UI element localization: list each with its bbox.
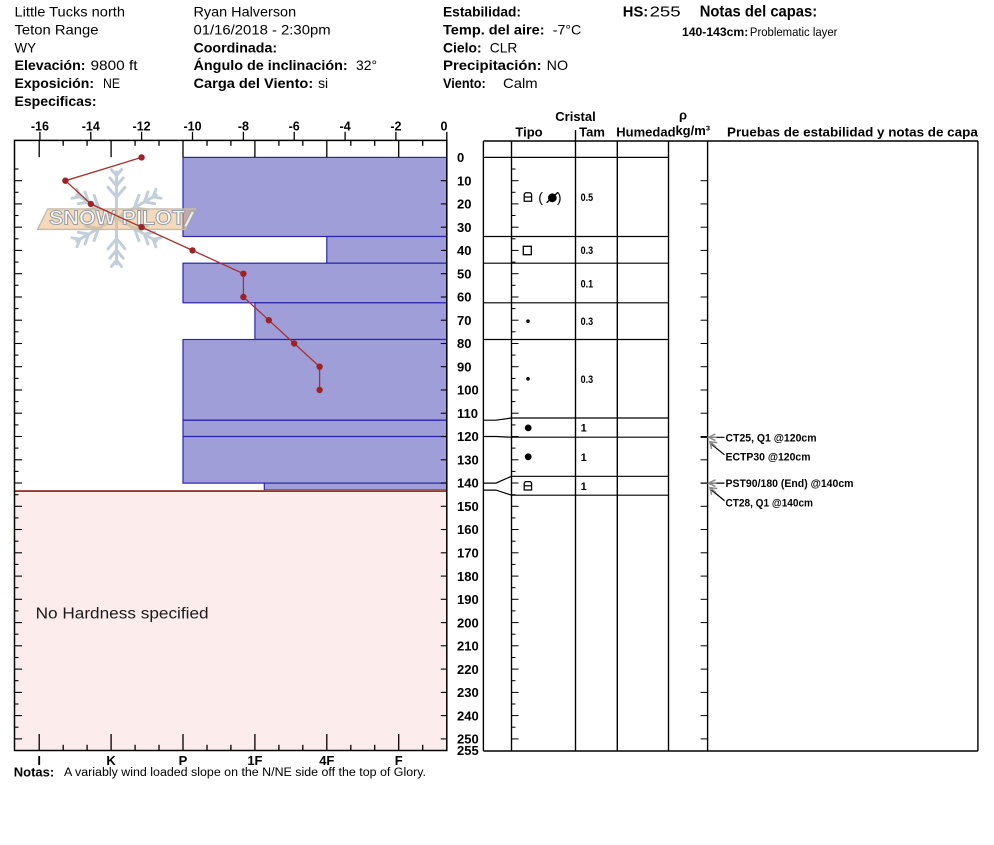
svg-text:si: si <box>318 75 328 91</box>
svg-text:250: 250 <box>457 732 479 747</box>
svg-text:-7°C: -7°C <box>553 21 582 37</box>
svg-text:-2: -2 <box>390 120 401 134</box>
svg-text:0.3: 0.3 <box>581 374 594 386</box>
svg-text:Tipo: Tipo <box>515 124 542 139</box>
svg-text:100: 100 <box>457 383 479 398</box>
svg-text:80: 80 <box>457 336 471 351</box>
svg-text:220: 220 <box>457 662 479 677</box>
svg-text:Humedad: Humedad <box>616 124 675 139</box>
svg-text:ECTP30 @120cm: ECTP30 @120cm <box>726 452 811 464</box>
svg-text:40: 40 <box>457 243 471 258</box>
svg-text:-16: -16 <box>31 120 49 134</box>
svg-text:HS:: HS: <box>623 4 648 21</box>
svg-text:Calm: Calm <box>503 75 538 91</box>
svg-text:Cielo:: Cielo: <box>443 39 482 55</box>
svg-text:I: I <box>37 753 41 768</box>
svg-text:70: 70 <box>457 313 471 328</box>
svg-text:Elevación:: Elevación: <box>15 57 86 73</box>
svg-text:190: 190 <box>457 592 479 607</box>
svg-text:-12: -12 <box>133 120 151 134</box>
svg-text:Estabilidad:: Estabilidad: <box>443 4 521 20</box>
svg-text:Carga del Viento:: Carga del Viento: <box>194 75 314 91</box>
svg-text:kg/m³: kg/m³ <box>675 123 710 138</box>
svg-text:PST90/180 (End) @140cm: PST90/180 (End) @140cm <box>726 478 854 490</box>
svg-text:10: 10 <box>457 173 471 188</box>
svg-text:Coordinada:: Coordinada: <box>194 39 278 55</box>
svg-text:P: P <box>179 753 188 768</box>
svg-text:0.3: 0.3 <box>581 316 594 328</box>
svg-text:140: 140 <box>457 476 479 491</box>
svg-text:20: 20 <box>457 197 471 212</box>
svg-text:200: 200 <box>457 615 479 630</box>
svg-text:90: 90 <box>457 359 471 374</box>
svg-text:1: 1 <box>581 423 587 435</box>
svg-text:30: 30 <box>457 220 471 235</box>
svg-text:-6: -6 <box>289 120 300 134</box>
svg-text:A variably wind loaded slope o: A variably wind loaded slope on the N/NE… <box>64 767 426 779</box>
svg-text:0: 0 <box>441 120 448 134</box>
svg-text:150: 150 <box>457 499 479 514</box>
svg-text:210: 210 <box>457 639 479 654</box>
svg-text:1: 1 <box>581 452 587 464</box>
svg-text:-10: -10 <box>183 120 201 134</box>
svg-text:110: 110 <box>457 406 478 421</box>
svg-text:NE: NE <box>103 75 120 91</box>
svg-text:): ) <box>557 189 562 205</box>
svg-text:240: 240 <box>457 708 479 723</box>
svg-text:9800 ft: 9800 ft <box>91 57 138 73</box>
svg-text:CLR: CLR <box>490 39 518 55</box>
svg-text:255: 255 <box>650 4 681 21</box>
svg-text:Cristal: Cristal <box>555 109 595 124</box>
svg-text:0.5: 0.5 <box>581 192 594 204</box>
svg-text:160: 160 <box>457 522 479 537</box>
svg-text:120: 120 <box>457 429 479 444</box>
svg-text:SNOW PILOT: SNOW PILOT <box>49 207 185 230</box>
svg-text:NO: NO <box>547 57 569 73</box>
svg-text:Exposición:: Exposición: <box>15 75 95 91</box>
svg-text:0: 0 <box>457 150 464 165</box>
svg-text:Notas del capas:: Notas del capas: <box>700 4 818 21</box>
svg-text:Viento:: Viento: <box>443 75 486 91</box>
svg-text:255: 255 <box>457 743 479 758</box>
svg-text:CT25, Q1 @120cm: CT25, Q1 @120cm <box>726 432 817 444</box>
svg-text:130: 130 <box>457 453 479 468</box>
svg-text:0.1: 0.1 <box>581 278 594 290</box>
svg-text:Ángulo de inclinación:: Ángulo de inclinación: <box>194 57 348 73</box>
svg-text:Especificas:: Especificas: <box>15 93 97 109</box>
svg-text:-4: -4 <box>340 120 351 134</box>
svg-text:No Hardness specified: No Hardness specified <box>36 605 209 622</box>
svg-text:-14: -14 <box>82 120 100 134</box>
svg-text:CT28, Q1 @140cm: CT28, Q1 @140cm <box>726 497 814 509</box>
svg-text:Tam: Tam <box>579 124 605 139</box>
svg-text:230: 230 <box>457 685 479 700</box>
svg-text:60: 60 <box>457 290 471 305</box>
svg-text:Pruebas de estabilidad y notas: Pruebas de estabilidad y notas de capa <box>727 124 979 139</box>
svg-text:1: 1 <box>581 481 587 493</box>
svg-text:Problematic layer: Problematic layer <box>750 25 838 39</box>
svg-text:180: 180 <box>457 569 479 584</box>
svg-text:0.3: 0.3 <box>581 245 594 257</box>
svg-text:01/16/2018 - 2:30pm: 01/16/2018 - 2:30pm <box>194 21 331 37</box>
svg-text:140-143cm:: 140-143cm: <box>682 25 748 39</box>
svg-text:Notas:: Notas: <box>14 765 54 780</box>
svg-text:32°: 32° <box>356 57 377 73</box>
svg-text:-8: -8 <box>238 120 249 134</box>
svg-text:(: ( <box>538 189 543 205</box>
svg-text:Ryan Halverson: Ryan Halverson <box>194 4 297 20</box>
svg-text:WY: WY <box>15 39 37 55</box>
svg-text:Little Tucks north: Little Tucks north <box>15 4 125 20</box>
svg-text:K: K <box>106 753 116 768</box>
svg-text:1F: 1F <box>247 753 262 768</box>
svg-text:Teton Range: Teton Range <box>15 21 99 37</box>
svg-text:ρ: ρ <box>679 108 687 123</box>
svg-text:170: 170 <box>457 546 479 561</box>
svg-text:4F: 4F <box>319 753 334 768</box>
svg-text:Precipitación:: Precipitación: <box>443 57 542 73</box>
svg-text:Temp. del aire:: Temp. del aire: <box>443 21 545 37</box>
svg-text:50: 50 <box>457 266 471 281</box>
svg-text:F: F <box>395 753 403 768</box>
